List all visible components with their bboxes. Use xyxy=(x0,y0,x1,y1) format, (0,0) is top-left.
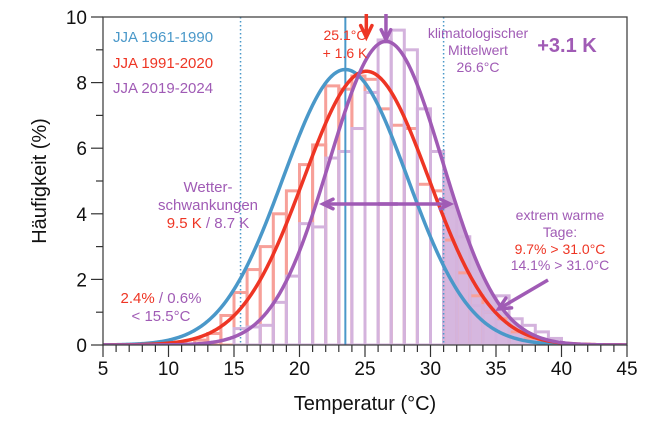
annotation-variability-line1: Wetter- xyxy=(184,179,233,196)
annotation-red-mean-delta: + 1.6 K xyxy=(323,45,368,61)
histogram-bar-2019-2024 xyxy=(284,274,301,345)
cold-purple: 0.6% xyxy=(167,290,201,307)
variability-sep: / xyxy=(202,215,215,232)
histogram-bar-1991-2020 xyxy=(298,163,315,345)
x-tick-label: 45 xyxy=(616,359,637,380)
histogram-bar-2019-2024 xyxy=(376,38,393,345)
variability-arrow-right-head xyxy=(438,197,455,211)
histogram-bar-1991-2020 xyxy=(402,127,419,345)
annotation-arrows xyxy=(319,14,549,311)
annotation-delta: +3.1 K xyxy=(537,35,597,57)
histogram-bar-2019-2024 xyxy=(258,323,275,345)
histogram-bar-1991-2020 xyxy=(271,212,288,345)
legend-item-1991-2020: JJA 1991-2020 xyxy=(113,55,213,72)
y-tick-label: 8 xyxy=(76,74,87,95)
cold-red: 2.4% xyxy=(121,290,155,307)
variability-purple: 8.7 K xyxy=(214,215,249,232)
histogram-bar-1991-2020 xyxy=(389,123,406,345)
y-tick-label: 2 xyxy=(76,270,87,291)
y-tick-label: 0 xyxy=(76,336,87,357)
curve-2019-2024 xyxy=(103,39,627,345)
x-axis-title: Temperatur (°C) xyxy=(294,393,436,415)
variability-arrow-left-head xyxy=(319,197,335,211)
purple-mean-arrow-head xyxy=(379,27,393,44)
histogram-bar-1991-2020 xyxy=(363,77,380,345)
hot-days-arrow-head xyxy=(495,296,514,311)
y-axis-title: Häufigkeit (%) xyxy=(29,118,51,244)
x-tick-label: 5 xyxy=(98,359,109,380)
hot-days-arrow-shaft xyxy=(497,278,549,311)
histogram-bar-2019-2024 xyxy=(311,225,328,345)
x-tick-label: 10 xyxy=(158,359,179,380)
variability-red: 9.5 K xyxy=(167,215,202,232)
y-tick-label: 4 xyxy=(76,205,87,226)
annotation-hot-line2: Tage: xyxy=(543,224,577,240)
histogram-bar-2019-2024 xyxy=(271,300,288,345)
histogram-bar-2019-2024 xyxy=(415,107,432,345)
shaded-area-hot-days xyxy=(443,164,627,345)
histogram-bar-2019-2024 xyxy=(350,127,367,345)
annotation-hot-purple: 14.1% > 31.0°C xyxy=(511,257,610,273)
annotation-variability-line2: schwankungen xyxy=(158,197,258,214)
annotation-cold-values: 2.4% / 0.6% xyxy=(121,290,202,307)
x-tick-label: 40 xyxy=(551,359,572,380)
legend-item-1961-1990: JJA 1961-1990 xyxy=(113,29,213,46)
cold-sep: / xyxy=(155,290,168,307)
x-tick-label: 25 xyxy=(354,359,375,380)
annotation-climatological-line3: 26.6°C xyxy=(457,59,500,75)
annotation-cold-threshold: < 15.5°C xyxy=(132,308,191,325)
histogram-bar-2019-2024 xyxy=(324,156,341,345)
legend: JJA 1961-1990 JJA 1991-2020 JJA 2019-202… xyxy=(113,29,213,97)
reference-lines xyxy=(239,17,445,345)
annotation-red-mean-value: 25.1°C xyxy=(324,27,367,43)
red-mean-arrow-head xyxy=(358,23,374,42)
histogram-bar-2019-2024 xyxy=(363,90,380,345)
annotation-hot-line1: extrem warme xyxy=(516,207,605,223)
annotation-hot-red: 9.7% > 31.0°C xyxy=(515,241,606,257)
x-tick-label: 30 xyxy=(420,359,441,380)
shaded-hot-region xyxy=(443,164,627,345)
histogram-bar-1991-2020 xyxy=(376,107,393,345)
y-tick-label: 10 xyxy=(66,8,87,29)
legend-item-2019-2024: JJA 2019-2024 xyxy=(113,80,213,97)
curve-1961-1990 xyxy=(103,67,627,345)
annotation-climatological-line1: klimatologischer xyxy=(428,25,529,41)
x-tick-label: 15 xyxy=(223,359,244,380)
histogram-bar-1991-2020 xyxy=(324,84,341,345)
distribution-curves xyxy=(103,39,627,345)
y-tick-label: 6 xyxy=(76,139,87,160)
x-tick-label: 35 xyxy=(485,359,506,380)
histogram-bar-1991-2020 xyxy=(350,74,367,345)
histogram-bar-2019-2024 xyxy=(389,28,406,345)
annotation-climatological-line2: Mittelwert xyxy=(448,42,508,58)
annotation-variability-values: 9.5 K / 8.7 K xyxy=(167,215,250,232)
x-tick-label: 20 xyxy=(289,359,310,380)
